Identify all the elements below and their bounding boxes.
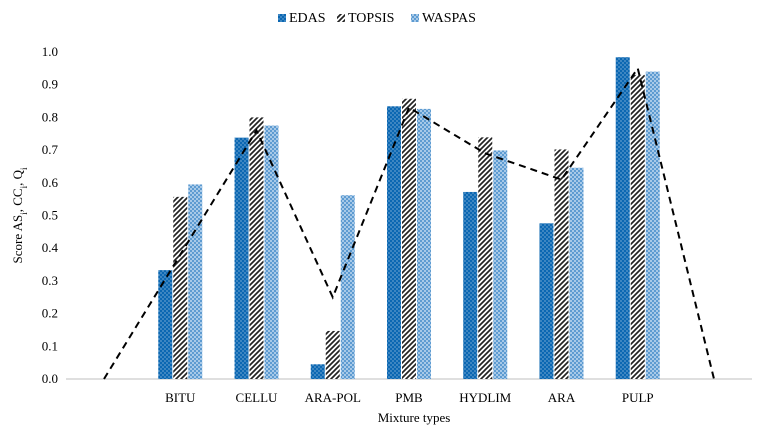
bar-waspas (340, 195, 355, 379)
bar-waspas (645, 71, 660, 380)
bar-waspas (188, 184, 203, 379)
legend-swatch-topsis (337, 14, 345, 22)
y-label-prefix: Score (10, 231, 25, 263)
x-tick-label: ARA-POL (305, 390, 361, 405)
bar-edas (615, 57, 630, 380)
bar-topsis (173, 196, 188, 379)
bar-waspas (417, 108, 431, 379)
x-tick-label: HYDLIM (459, 390, 511, 405)
trendline-group (103, 65, 715, 380)
y-label-subscript: i (19, 212, 29, 215)
y-label-subscript: i (19, 185, 29, 188)
bar-waspas (264, 125, 279, 379)
bar-edas (463, 191, 478, 379)
y-tick-label: 0.8 (42, 109, 58, 124)
y-tick-label: 0.0 (42, 371, 58, 386)
legend-swatch-waspas (411, 14, 419, 22)
bar-edas (539, 223, 554, 379)
bar-topsis (478, 137, 493, 379)
y-label-part: , CC (10, 188, 25, 212)
y-label-part: , Q (10, 169, 25, 186)
y-tick-label: 0.6 (42, 175, 59, 190)
y-label-subscript: i (19, 167, 29, 170)
bar-waspas (569, 167, 584, 379)
bar-edas (234, 137, 249, 379)
trendline (103, 65, 715, 380)
bar-edas (310, 364, 325, 379)
y-tick-label: 0.9 (42, 77, 58, 92)
x-tick-label: CELLU (236, 390, 278, 405)
y-label-part: AS (10, 215, 25, 232)
legend-item-topsis: TOPSIS (337, 11, 394, 26)
bar-topsis (249, 117, 264, 380)
bar-edas (158, 270, 173, 379)
x-axis: BITU CELLU ARA-POL PMB HYDLIM ARA PULP (66, 378, 752, 405)
y-tick-label: 1.0 (42, 44, 58, 59)
legend-label-topsis: TOPSIS (348, 11, 394, 26)
bars-group (158, 57, 660, 380)
legend-swatch-edas (278, 14, 286, 22)
x-axis-label: Mixture types (378, 410, 451, 425)
legend: EDAS TOPSIS WASPAS (278, 11, 476, 26)
x-tick-label: ARA (548, 390, 576, 405)
bar-topsis (630, 74, 645, 379)
bar-topsis (554, 149, 569, 379)
y-tick-label: 0.1 (42, 338, 58, 353)
legend-item-edas: EDAS (278, 11, 326, 26)
legend-item-waspas: WASPAS (411, 11, 476, 26)
y-axis-label: Score ASi, CCi, Qi (10, 167, 29, 264)
y-tick-label: 0.3 (42, 273, 58, 288)
bar-waspas (493, 150, 508, 379)
bar-edas (387, 106, 401, 380)
bar-topsis (325, 330, 340, 379)
y-tick-label: 0.2 (42, 306, 58, 321)
y-tick-label: 0.4 (42, 240, 59, 255)
y-tick-label: 0.5 (42, 208, 58, 223)
legend-label-edas: EDAS (289, 11, 326, 26)
y-axis: 0.0 0.1 0.2 0.3 0.4 0.5 0.6 0.7 0.8 0.9 1.0 (42, 44, 59, 386)
x-tick-label: BITU (165, 390, 196, 405)
y-tick-label: 0.7 (42, 142, 59, 157)
legend-label-waspas: WASPAS (422, 11, 476, 26)
x-tick-label: PMB (395, 390, 423, 405)
x-tick-label: PULP (622, 390, 654, 405)
bar-topsis (402, 98, 416, 380)
